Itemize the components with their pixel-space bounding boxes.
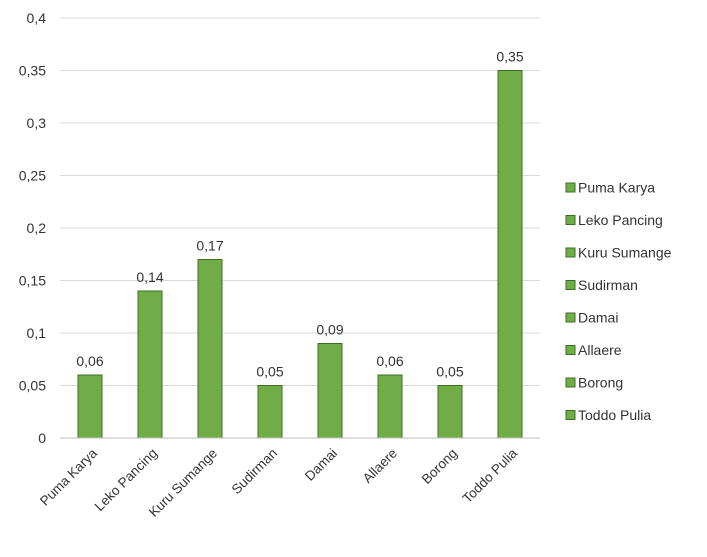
- y-tick-label: 0,15: [19, 273, 46, 289]
- legend-label: Borong: [578, 375, 623, 391]
- x-tick-label-allaere: Allaere: [360, 446, 400, 486]
- data-label-puma-karya: 0,06: [76, 353, 103, 369]
- data-label-damai: 0,09: [316, 322, 343, 338]
- x-tick-label-borong: Borong: [419, 446, 460, 487]
- legend-swatch: [565, 280, 576, 290]
- y-tick-label: 0,1: [27, 325, 47, 341]
- data-label-toddo-pulia: 0,35: [496, 49, 523, 65]
- y-tick-label: 0,4: [27, 10, 47, 26]
- legend-swatch: [565, 312, 576, 323]
- legend-swatch: [565, 247, 576, 258]
- data-label-allaere: 0,06: [376, 353, 403, 369]
- legend-item-allaere: Allaere: [565, 342, 622, 358]
- y-tick-label: 0,05: [19, 378, 46, 394]
- bar-kuru-sumange: [197, 259, 223, 439]
- x-tick-label-leko-pancing: Leko Pancing: [92, 446, 160, 514]
- x-tick-label-puma-karya: Puma Karya: [37, 445, 100, 508]
- legend-label: Allaere: [578, 342, 622, 358]
- data-labels: 0,06 0,14 0,17 0,05 0,09 0,06 0,05 0,35: [76, 49, 523, 380]
- y-tick-label: 0,2: [27, 220, 47, 236]
- y-axis-tick-labels: 0 0,05 0,1 0,15 0,2 0,25 0,3 0,35 0,4: [19, 10, 46, 446]
- bar-toddo-pulia: [497, 70, 523, 439]
- legend-label: Puma Karya: [578, 180, 655, 196]
- legend-label: Toddo Pulia: [578, 407, 651, 423]
- legend-item-puma-karya: Puma Karya: [565, 180, 655, 196]
- legend-item-kuru-sumange: Kuru Sumange: [565, 245, 672, 261]
- x-tick-label-toddo-pulia: Toddo Pulia: [460, 445, 521, 506]
- legend-swatch: [565, 377, 576, 388]
- bar-sudirman: [257, 385, 283, 439]
- legend-swatch: [565, 215, 576, 225]
- data-label-kuru-sumange: 0,17: [196, 238, 223, 254]
- y-tick-label: 0,35: [19, 63, 46, 79]
- data-label-sudirman: 0,05: [256, 364, 283, 380]
- legend-label: Kuru Sumange: [578, 245, 672, 261]
- bar-leko-pancing: [137, 290, 163, 439]
- legend-swatch: [565, 410, 576, 420]
- y-tick-label: 0,3: [27, 115, 47, 131]
- y-tick-label: 0: [38, 430, 46, 446]
- legend-label: Sudirman: [578, 277, 638, 293]
- legend-label: Leko Pancing: [578, 212, 663, 228]
- bar-damai: [317, 343, 343, 439]
- y-tick-label: 0,25: [19, 168, 46, 184]
- legend-swatch: [565, 182, 576, 193]
- bar-borong: [437, 385, 463, 439]
- legend-item-damai: Damai: [565, 310, 618, 326]
- x-tick-label-sudirman: Sudirman: [229, 446, 280, 497]
- x-tick-label-damai: Damai: [302, 446, 340, 484]
- data-label-borong: 0,05: [436, 364, 463, 380]
- legend-item-toddo-pulia: Toddo Pulia: [565, 407, 651, 423]
- legend: Puma Karya Leko Pancing Kuru Sumange Sudirm…: [565, 180, 672, 423]
- bars: [77, 70, 523, 439]
- legend-swatch: [565, 345, 576, 355]
- gridlines: [60, 17, 540, 386]
- bar-puma-karya: [77, 374, 103, 439]
- legend-item-borong: Borong: [565, 375, 623, 391]
- bar-allaere: [377, 374, 403, 439]
- data-label-leko-pancing: 0,14: [136, 269, 163, 285]
- legend-item-sudirman: Sudirman: [565, 277, 638, 293]
- legend-label: Damai: [578, 310, 618, 326]
- legend-item-leko-pancing: Leko Pancing: [565, 212, 663, 228]
